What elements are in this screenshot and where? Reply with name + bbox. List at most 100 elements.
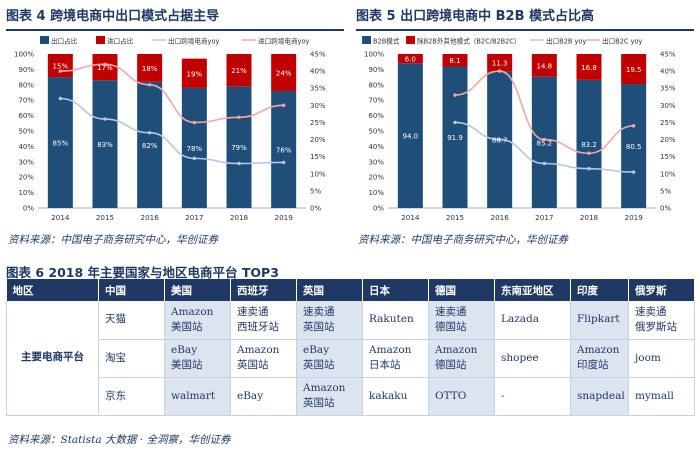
fig4-data-label-出口占比: 79% [231,144,247,152]
fig4-line-point [281,160,286,165]
table-cell: Amazon 英国站 [230,339,297,378]
cell-text: Rakuten [369,313,414,326]
fig5-line-出口B2C yoy [454,70,634,155]
fig4-line-point [237,115,241,120]
fig5-data-label-B2B模式: 88.7 [492,137,508,145]
fig4-bar-出口占比 [226,86,252,208]
fig5-line-point [497,69,502,73]
cell-text: Amazon [577,344,620,356]
fig5-line-point [453,93,457,97]
cell-text: 美国站 [171,320,203,333]
table-cell: 速卖通 英国站 [296,301,363,340]
fig5-legend-swatch [406,36,415,44]
fig4-title-rule [6,29,344,31]
cell-text: snapdeal [577,389,625,402]
fig5-data-label-除B2B外其他模式（B2C/B2B2C）: 19.5 [626,66,642,74]
fig4-data-label-出口占比: 85% [53,140,69,148]
fig5-x-tick-label: 2016 [491,213,510,222]
fig4-svg: 出口占比 进口占比 出口跨境电商yoy 进口跨境电商yoy 0% 10% 20% 30% 40%… [14,36,326,222]
fig5-data-label-除B2B外其他模式（B2C/B2B2C）: 11.3 [492,60,508,68]
fig5-legend-swatch [362,36,371,44]
fig5-data-label-除B2B外其他模式（B2C/B2B2C）: 6.0 [405,56,416,64]
fig5-line-point [497,137,502,142]
fig5-line-point [587,166,591,171]
fig5-bar-除B2B外其他模式（B2C/B2B2C） [531,54,557,77]
fig5-y2-tick-label: 25% [660,119,676,127]
fig4-data-label-进口占比: 18% [142,65,158,73]
fig4-x-tick-label: 2017 [185,213,203,222]
cell-text: walmart [171,389,216,402]
cell-text: 淘宝 [105,351,126,364]
cell-text: 速卖通 [435,305,467,318]
fig4-x-tick-label: 2018 [230,213,249,222]
fig4-line-point [58,96,63,101]
cell-text: 英国站 [237,359,269,371]
fig4-bar-出口占比 [92,80,118,208]
fig5-y-tick-label: 100% [364,51,384,59]
fig5-legend-label: 出口B2B yoy [546,37,586,46]
fig5-y2-tick-label: 0% [660,205,671,213]
cell-text: 英国站 [303,359,335,371]
fig5-data-label-除B2B外其他模式（B2C/B2B2C）: 16.8 [581,64,597,72]
table-header-0: 地区 [6,279,99,301]
fig5-data-label-B2B模式: 91.9 [447,134,463,142]
fig5-chart: B2B模式 除B2B外其他模式（B2C/B2B2C） 出口B2B yoy 出口B2C … [350,32,695,226]
fig5-data-label-B2B模式: 94.0 [403,133,419,141]
fig5-y2-tick-label: 45% [660,51,676,59]
fig5-y-tick-label: 80% [368,81,384,89]
fig4-x-tick-label: 2015 [96,213,114,222]
cell-text: OTTO [435,389,467,402]
table-header-8: 印度 [570,279,629,301]
cell-text: 俄罗斯站 [635,320,677,333]
fig5-bar-B2B模式 [397,63,423,209]
fig5-legend: B2B模式 除B2B外其他模式（B2C/B2B2C） 出口B2B yoy 出口B2C … [362,36,643,46]
fig5-y2-tick-label: 10% [660,170,676,178]
table-header-3: 西班牙 [230,279,297,301]
fig4-title: 图表 4 跨境电商中出口模式占据主导 [6,9,220,24]
cell-text: Flipkart [577,313,620,326]
fig4-legend-label: 进口占比 [107,37,134,46]
fig5-y-tick-label: 10% [368,189,384,197]
fig5-data-label-B2B模式: 80.5 [626,143,642,151]
fig5-line-point [587,151,591,155]
fig5-bar-B2B模式 [576,79,602,208]
fig4-legend-label: 进口跨境电商yoy [258,37,309,46]
table-cell: Amazon 英国站 [296,377,363,416]
table-cell: joom [628,339,695,378]
fig4-bar-进口占比 [92,54,118,81]
cell-text: 日本站 [369,359,401,371]
fig4-bar-进口占比 [271,54,297,91]
cell-text: Amazon [435,344,478,356]
table-cell: - [494,377,571,416]
platform-table: 地区 中国 美国 西班牙 英国 日本 德国 东南亚地区 印度 俄罗斯 主要电商平台 天猫 Amazon… [6,279,695,416]
table-cell: snapdeal [570,377,629,416]
fig4-y-tick-label: 10% [18,189,34,197]
fig5-bar-除B2B外其他模式（B2C/B2B2C） [621,54,647,85]
fig5-line-point [542,137,547,142]
fig5-line-point [453,120,457,125]
cell-text: 德国站 [435,320,467,333]
fig4-bar-出口占比 [137,81,163,208]
fig4-bar-进口占比 [226,54,252,87]
fig6-source: 资料来源：Statista 大数据 · 全洞察，华创证券 [8,434,231,446]
fig4-data-label-进口占比: 17% [97,64,113,72]
fig5-y2-tick-label: 5% [660,187,671,195]
fig5-line-point [631,124,636,128]
fig4-data-label-出口占比: 82% [142,142,158,150]
fig4-line-point [147,131,152,135]
fig4-legend-swatch [40,36,49,44]
fig4-y-tick-label: 60% [18,112,34,120]
fig5-bar-除B2B外其他模式（B2C/B2B2C） [576,54,602,80]
fig5-y-tick-label: 20% [368,174,384,182]
table-cell: Rakuten [362,301,429,340]
cell-text: shopee [501,351,539,364]
fig4-data-label-出口占比: 76% [276,146,292,154]
fig4-y2-tick-label: 25% [310,119,326,127]
fig4-line-point [192,120,197,125]
cell-text: eBay [237,389,264,402]
fig4-source: 资料来源：中国电子商务研究中心，华创证券 [8,234,218,246]
fig4-line-point [147,83,152,87]
fig4-y-tick-label: 90% [18,66,34,74]
cell-text: 英国站 [303,320,335,333]
table-row: 淘宝 eBay 美国站 Amazon 英国站 eBay 英国站 Amazon 日本站 Amazon… [7,339,695,378]
